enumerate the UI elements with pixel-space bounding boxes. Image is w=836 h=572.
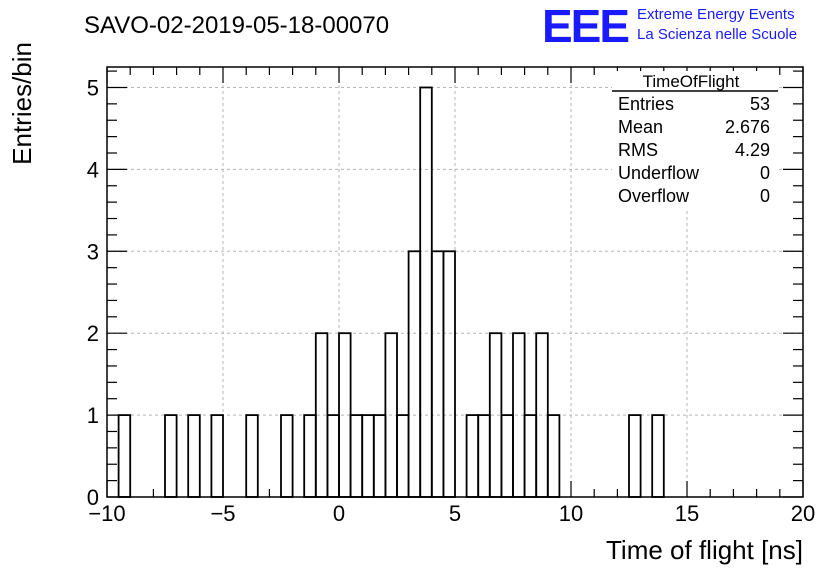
histogram-bin [442,250,456,498]
x-tick-label: 20 [791,501,815,526]
stats-box-title: TimeOfFlight [643,72,740,91]
eee-logo-mark: EEE [542,0,628,52]
stats-row-value: 2.676 [725,117,770,137]
x-tick-label: 10 [559,501,583,526]
eee-logo-line1: Extreme Energy Events [637,6,795,23]
stats-row-value: 0 [760,186,770,206]
x-tick-label: 0 [333,501,345,526]
y-tick-label: 5 [87,75,99,100]
eee-logo: EEE Extreme Energy Events La Scienza nel… [542,0,797,52]
stats-row-label: Entries [618,94,674,114]
histogram-bin [361,414,375,498]
histogram-bin [430,250,445,498]
x-tick-label: 15 [675,501,699,526]
histogram-bin [628,414,642,498]
stats-box: TimeOfFlight Entries 53 Mean 2.676 RMS 4.29 Un… [612,71,778,211]
histogram-bin [303,414,317,498]
y-tick-label: 4 [87,157,99,182]
y-tick-label: 3 [87,239,99,264]
y-tick-labels: 0 1 2 3 4 5 [87,75,99,510]
axis-ticks [106,67,804,498]
histogram-bin [477,414,491,498]
stats-row-value: 4.29 [735,140,770,160]
stats-row-label: Underflow [618,163,700,183]
stats-row-label: Overflow [618,186,690,206]
eee-logo-line2: La Scienza nelle Scuole [637,26,797,43]
histogram-bin [500,414,514,498]
histogram-bin [523,414,538,498]
histogram-bin [372,414,387,498]
y-axis-label: Entries/bin [7,42,37,165]
histogram-bin [187,414,201,498]
histogram-bins [117,86,665,498]
stats-row-value: 0 [760,163,770,183]
histogram-bin [210,414,224,498]
chart-title: SAVO-02-2019-05-18-00070 [84,12,389,39]
x-axis-label: Time of flight [ns] [606,535,803,565]
x-tick-label: −10 [88,501,125,526]
histogram-bin [117,414,132,498]
histogram-bin [419,86,433,498]
histogram-bin [465,414,480,498]
histogram-bin [326,414,340,498]
histogram-bin [280,414,294,498]
histogram-bin [651,414,665,498]
histogram-bin [407,250,422,498]
y-tick-label: 1 [87,403,99,428]
stats-row-label: RMS [618,140,658,160]
histogram-bin [396,414,410,498]
stats-row-label: Mean [618,117,663,137]
histogram-bin [164,414,178,498]
x-tick-label: −5 [210,501,235,526]
stats-box-frame [612,71,778,211]
y-tick-label: 2 [87,321,99,346]
x-tick-labels: −10 −5 0 5 10 15 20 [88,501,815,526]
histogram-bin [349,414,364,498]
x-tick-label: 5 [449,501,461,526]
stats-row-value: 53 [750,94,770,114]
histogram-bin [546,414,561,498]
y-tick-label: 0 [87,485,99,510]
histogram-bin [245,414,259,498]
stats-box-rows: Entries 53 Mean 2.676 RMS 4.29 Underflow 0 Overf… [618,94,770,206]
